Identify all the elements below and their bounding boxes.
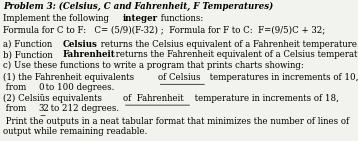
Text: 32: 32 <box>38 104 49 113</box>
Text: Implement the following: Implement the following <box>3 14 112 23</box>
Text: 0: 0 <box>38 83 44 92</box>
Text: to 212 degrees.: to 212 degrees. <box>48 104 119 113</box>
Text: of  Fahrenheit: of Fahrenheit <box>123 94 183 103</box>
Text: from: from <box>3 83 32 92</box>
Text: of Celsius: of Celsius <box>158 73 200 82</box>
Text: b) Function: b) Function <box>3 50 56 59</box>
Text: c) Use these functions to write a program that prints charts showing:: c) Use these functions to write a progra… <box>3 61 304 70</box>
Text: returns the Celsius equivalent of a Fahrenheit temperature.: returns the Celsius equivalent of a Fahr… <box>98 40 358 49</box>
Text: a) Function: a) Function <box>3 40 55 49</box>
Text: temperature in increments of 18,: temperature in increments of 18, <box>192 94 339 103</box>
Text: (1) the Fahrenheit equivalents: (1) the Fahrenheit equivalents <box>3 73 137 82</box>
Text: Formula for C to F:   C= (5/9)(F-32) ;  Formula for F to C:  F=(9/5)C + 32;: Formula for C to F: C= (5/9)(F-32) ; For… <box>3 25 325 34</box>
Text: Celsius: Celsius <box>63 40 98 49</box>
Text: integer: integer <box>123 14 158 23</box>
Text: Print the outputs in a neat tabular format that minimizes the number of lines of: Print the outputs in a neat tabular form… <box>3 117 349 126</box>
Text: functions:: functions: <box>158 14 203 23</box>
Text: temperatures in increments of 10,: temperatures in increments of 10, <box>207 73 358 82</box>
Text: (2) Celsius equivalents: (2) Celsius equivalents <box>3 93 105 103</box>
Text: to 100 degrees.: to 100 degrees. <box>43 83 115 92</box>
Text: Fahrenheit: Fahrenheit <box>63 50 116 59</box>
Text: returns the Fahrenheit equivalent of a Celsius temperature.: returns the Fahrenheit equivalent of a C… <box>113 50 358 59</box>
Text: Problem 3: (Celsius, C and Fahrenheit, F Temperatures): Problem 3: (Celsius, C and Fahrenheit, F… <box>3 2 274 11</box>
Text: from: from <box>3 104 32 113</box>
Text: output while remaining readable.: output while remaining readable. <box>3 127 147 136</box>
